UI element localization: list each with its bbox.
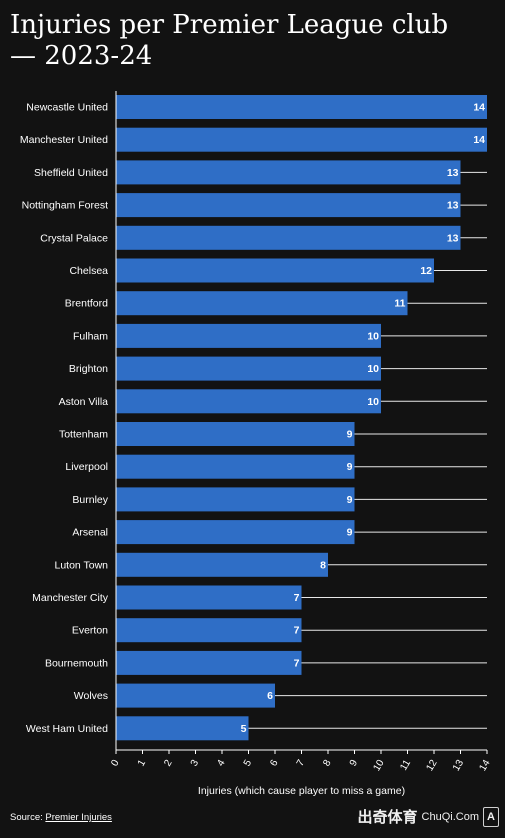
data-label: 12 (420, 265, 432, 277)
category-label: Chelsea (69, 265, 108, 277)
x-tick-label: 7 (295, 758, 308, 769)
data-label: 14 (473, 134, 485, 146)
data-label: 9 (347, 429, 353, 441)
x-tick-label: 6 (268, 758, 281, 769)
bar (116, 127, 487, 152)
x-tick-label: 4 (215, 758, 228, 769)
category-label: Fulham (73, 330, 108, 342)
data-label: 13 (447, 200, 459, 212)
data-label: 9 (347, 494, 353, 506)
category-label: Newcastle United (26, 102, 108, 114)
data-label: 9 (347, 527, 353, 539)
category-label: Arsenal (72, 527, 108, 539)
bar (116, 552, 328, 577)
bar (116, 716, 249, 741)
source-label: Source: (10, 812, 43, 823)
data-label: 7 (294, 625, 300, 637)
category-label: West Ham United (26, 723, 108, 735)
bar (116, 422, 355, 446)
watermark: 出奇体育 ChuQi.Com A (358, 806, 499, 827)
data-label: 13 (447, 167, 459, 179)
x-tick-label: 12 (425, 758, 440, 774)
category-label: Wolves (74, 690, 108, 702)
data-label: 11 (394, 298, 405, 310)
data-label: 7 (294, 592, 300, 604)
bar (116, 650, 302, 675)
category-label: Nottingham Forest (22, 200, 108, 212)
bar (116, 291, 408, 316)
bar (116, 618, 302, 643)
x-tick-label: 1 (136, 758, 149, 769)
data-label: 9 (347, 461, 353, 473)
bar (116, 454, 355, 479)
data-label: 6 (267, 690, 273, 702)
data-label: 13 (447, 232, 459, 244)
data-label: 10 (367, 363, 379, 375)
data-label: 8 (320, 559, 326, 571)
category-label: Crystal Palace (40, 232, 108, 244)
bar (116, 258, 434, 283)
category-label: Luton Town (54, 559, 108, 571)
bar (116, 95, 487, 119)
bar (116, 487, 355, 512)
x-tick-label: 8 (321, 758, 334, 769)
category-label: Brentford (65, 298, 108, 310)
bar (116, 683, 275, 708)
x-tick-label: 11 (398, 758, 413, 773)
x-tick-label: 2 (162, 758, 175, 769)
x-tick-label: 10 (372, 758, 387, 774)
bar (116, 225, 461, 250)
bar (116, 323, 381, 348)
source-link[interactable]: Premier Injuries (45, 812, 112, 823)
bar (116, 160, 461, 185)
x-tick-label: 0 (109, 758, 122, 769)
category-label: Tottenham (59, 429, 108, 441)
watermark-text: 出奇体育 (357, 809, 418, 826)
data-label: 7 (294, 657, 300, 669)
athletic-logo-icon: A (483, 806, 499, 827)
bar (116, 520, 355, 545)
bar (116, 389, 381, 414)
bar (116, 193, 461, 218)
bar (116, 356, 381, 381)
category-label: Aston Villa (59, 396, 109, 408)
x-tick-label: 13 (451, 758, 466, 774)
x-axis-label: Injuries (which cause player to miss a g… (198, 785, 405, 797)
category-label: Brighton (69, 363, 108, 375)
category-label: Bournemouth (45, 657, 108, 669)
chart-title: Injuries per Premier League club — 2023-… (10, 10, 449, 71)
category-label: Liverpool (65, 461, 108, 473)
data-label: 14 (473, 102, 485, 114)
data-label: 10 (367, 330, 379, 342)
source-note: Source: Premier Injuries (10, 812, 112, 823)
x-tick-label: 14 (478, 758, 493, 774)
x-tick-label: 3 (189, 758, 202, 769)
bar (116, 585, 302, 610)
data-label: 10 (367, 396, 379, 408)
data-label: 5 (241, 723, 247, 735)
category-label: Everton (72, 625, 108, 637)
category-label: Sheffield United (34, 167, 108, 179)
category-label: Burnley (72, 494, 108, 506)
x-tick-label: 9 (348, 758, 361, 769)
watermark-domain: ChuQi.Com (421, 810, 479, 823)
category-label: Manchester City (32, 592, 109, 604)
x-tick-label: 5 (242, 758, 255, 769)
category-label: Manchester United (20, 134, 108, 146)
